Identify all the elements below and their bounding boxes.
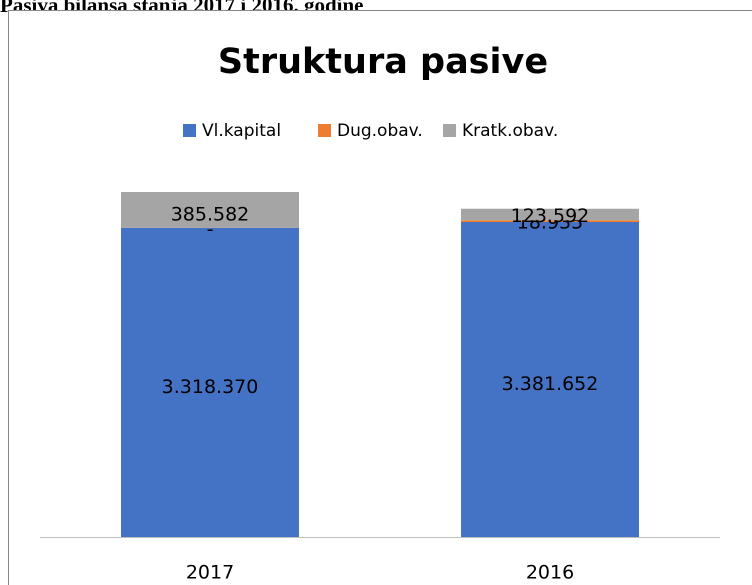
legend-label: Dug.obav. [337,121,423,141]
bar-segment [461,208,639,221]
bar-segment [121,192,299,228]
legend-swatch [183,124,196,137]
chart-title: Struktura pasive [218,42,548,82]
bar-segment [121,227,299,537]
chart-frame [8,10,752,585]
data-label: 3.381.652 [502,373,599,395]
data-label: 385.582 [171,203,250,225]
bar-segment [461,222,639,537]
data-label: - [207,218,214,240]
data-label: 123.592 [511,205,590,227]
legend-label: Vl.kapital [202,121,281,141]
legend-swatch [318,124,331,137]
bar-segment [461,220,639,223]
legend-swatch [443,124,456,137]
data-label: 3.318.370 [162,376,259,398]
legend-label: Kratk.obav. [462,121,558,141]
x-tick-label: 2016 [526,562,574,584]
x-tick-label: 2017 [186,562,234,584]
